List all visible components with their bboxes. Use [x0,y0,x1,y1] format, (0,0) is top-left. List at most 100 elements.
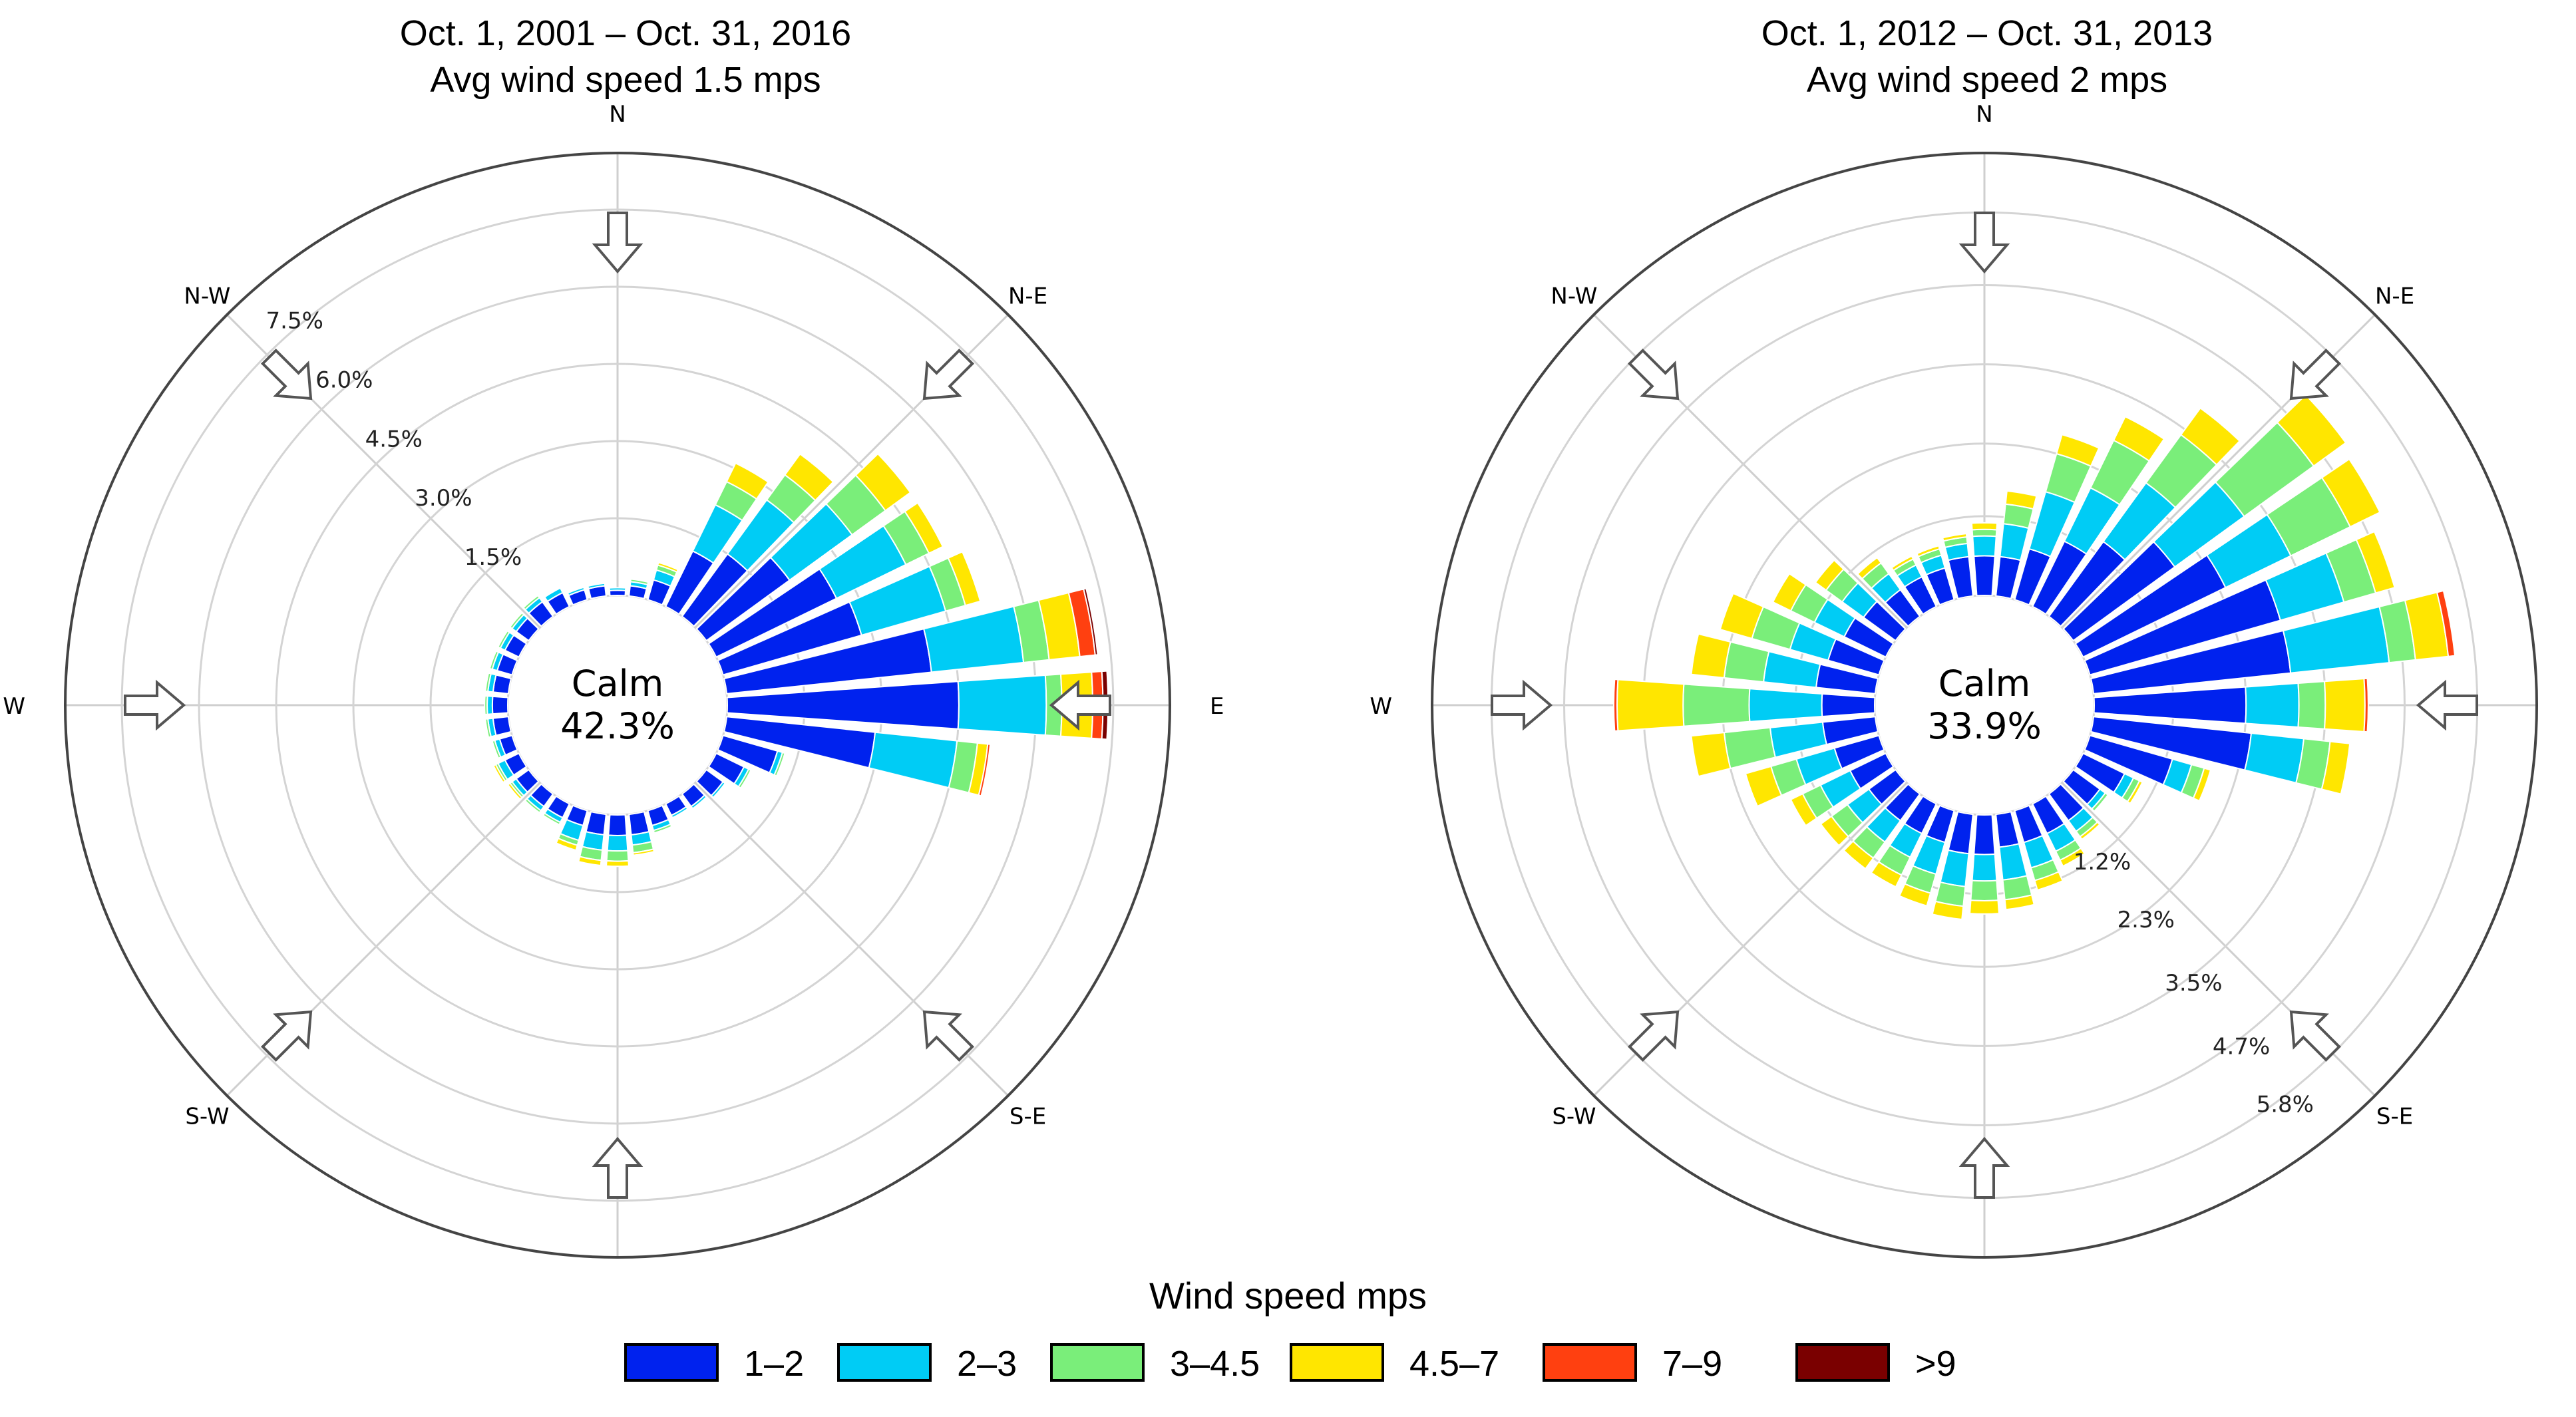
direction-arrow-icon [1049,679,1111,731]
wind-bar-segment [606,850,630,862]
chart-1-subtitle: Avg wind speed 1.5 mps [430,60,821,100]
legend-label: >9 [1915,1344,1956,1384]
wind-bar-segment [1748,688,1823,722]
wind-bar-segment [1744,765,1783,808]
direction-label: N [609,101,626,128]
legend: Wind speed mps 1–2 2–3 3–4.5 4.5–7 7–9 >… [0,1274,2576,1417]
calm-label: Calm [572,663,663,705]
wind-bar-segment [2112,415,2165,462]
direction-arrow-icon [1958,212,2010,274]
wind-bar-segment [657,561,679,573]
direction-label: N-W [1551,283,1597,309]
wind-bar-segment [2034,871,2064,891]
radial-tick-label: 6.0% [315,367,373,394]
direction-label: W [1370,693,1392,720]
wind-bar-segment [492,763,506,784]
wind-bar-segment [1821,693,1876,718]
wind-bar-segment [632,848,655,856]
outer-ring [64,152,1171,1259]
direction-arrow-icon [1627,348,1680,400]
wind-bar-segment [904,502,944,555]
wind-bar-segment [2355,530,2396,594]
wind-bar-segment [497,629,510,649]
wind-bar-segment [1971,528,1998,538]
wind-bar-segment [508,611,525,630]
wind-bar-segment [670,806,689,819]
wind-bar-segment [978,743,992,797]
wind-bar-segment [488,650,500,671]
legend-label: 4.5–7 [1409,1344,1500,1384]
outer-ring [1431,152,2538,1259]
chart-2-title: Oct. 1, 2012 – Oct. 31, 2013 [1761,13,2213,53]
radial-tick-label: 1.5% [464,544,522,571]
wind-bar-segment [585,810,607,836]
wind-bar-segment [1763,651,1821,689]
wind-bar-segment [544,587,564,603]
wind-bar-segment [1995,810,2020,848]
wind-bar-segment [1612,679,1619,732]
wind-bar-segment [2004,894,2035,911]
wind-bar-segment [957,674,1047,736]
legend-label: 1–2 [744,1344,805,1384]
ring-gridline [1563,284,2406,1126]
wind-bar-segment [1870,861,1903,888]
wind-bar-segment [2363,677,2369,733]
legend-label: 3–4.5 [1170,1344,1260,1384]
direction-label: N-E [2375,283,2414,309]
wind-bar-segment [737,768,752,790]
wind-bar-segment [524,798,542,814]
wind-bar-segment [2056,434,2100,468]
legend-swatch [624,1343,719,1382]
wind-bar-segment [2320,458,2381,528]
wind-bar-segment [725,462,769,500]
wind-bar-segment [1843,840,1875,870]
legend-swatch [1050,1343,1145,1382]
direction-label: S-E [1010,1104,1046,1130]
wind-bar-segment [486,695,494,715]
wind-rose-chart-1: NN-EES-ESS-WWN-W1.5%3.0%4.5%6.0%7.5%Calm… [3,101,2538,1259]
wind-bar-segment [2276,394,2347,467]
radial-tick-label: 3.0% [415,485,472,512]
wind-bar-segment [1723,726,1777,770]
direction-label: S-W [1552,1104,1596,1130]
wind-bar-segment [1690,732,1732,778]
radial-tick-label: 5.8% [2257,1092,2314,1118]
direction-arrow-icon [2289,348,2342,400]
radial-tick-label: 2.3% [2117,907,2175,933]
wind-bar-segment [2192,767,2212,802]
wind-bar-segment [1916,545,1940,558]
chart-2-subtitle: Avg wind speed 2 mps [1806,60,2168,100]
direction-arrow-icon [2289,1010,2342,1062]
calm-label: Calm [1938,663,2030,705]
direction-label: N [1976,101,1992,128]
legend-swatch [1290,1343,1384,1382]
wind-bar-segment [606,860,630,867]
wind-bar-segment [608,814,628,836]
legend-label: 2–3 [957,1344,1017,1384]
direction-label: E [1210,693,1224,720]
legend-swatch [1795,1343,1890,1382]
wind-bar-segment [1998,843,2028,881]
wind-bar-segment [484,695,488,715]
legend-title: Wind speed mps [1149,1275,1427,1317]
wind-bar-segment [947,550,982,607]
wind-bar-segment [1973,555,1996,597]
wind-bar-segment [1819,815,1850,847]
wind-bar-segment [1814,559,1845,591]
direction-arrow-icon [922,1010,975,1062]
wind-bar-segment [506,782,523,800]
wind-bar-segment [1970,879,1999,902]
direction-arrow-icon [1958,1136,2010,1199]
radial-tick-label: 1.2% [2074,849,2131,875]
direction-arrow-icon [124,679,186,731]
direction-arrow-icon [592,212,644,274]
calm-percent: 42.3% [560,705,675,747]
wind-bar-segment [1083,587,1099,656]
wind-bar-segment [566,586,586,597]
wind-bar-segment [491,739,502,760]
direction-label: S-W [185,1104,229,1130]
chart-1-title: Oct. 1, 2001 – Oct. 31, 2016 [399,13,852,53]
wind-bar-segment [1682,683,1751,727]
wind-bar-segment [1942,532,1968,542]
